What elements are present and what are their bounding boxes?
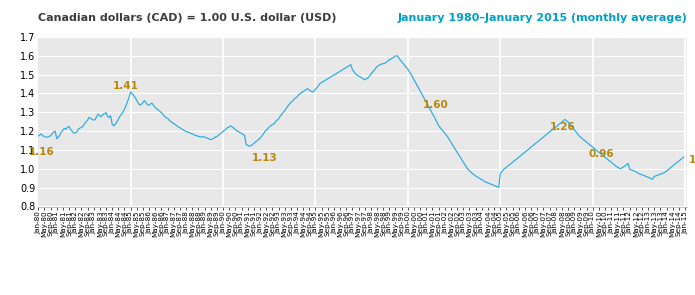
Text: 1.41: 1.41 <box>113 81 138 91</box>
Text: 0.96: 0.96 <box>589 149 614 159</box>
Text: 1.16: 1.16 <box>29 147 55 157</box>
Text: 1.60: 1.60 <box>423 100 449 110</box>
Text: 1.13: 1.13 <box>252 153 277 163</box>
Text: January 1980–January 2015 (monthly average): January 1980–January 2015 (monthly avera… <box>398 13 687 23</box>
Text: 1.25: 1.25 <box>689 155 695 165</box>
Text: Canadian dollars (CAD) = 1.00 U.S. dollar (USD): Canadian dollars (CAD) = 1.00 U.S. dolla… <box>38 13 336 23</box>
Text: 1.26: 1.26 <box>550 122 576 132</box>
